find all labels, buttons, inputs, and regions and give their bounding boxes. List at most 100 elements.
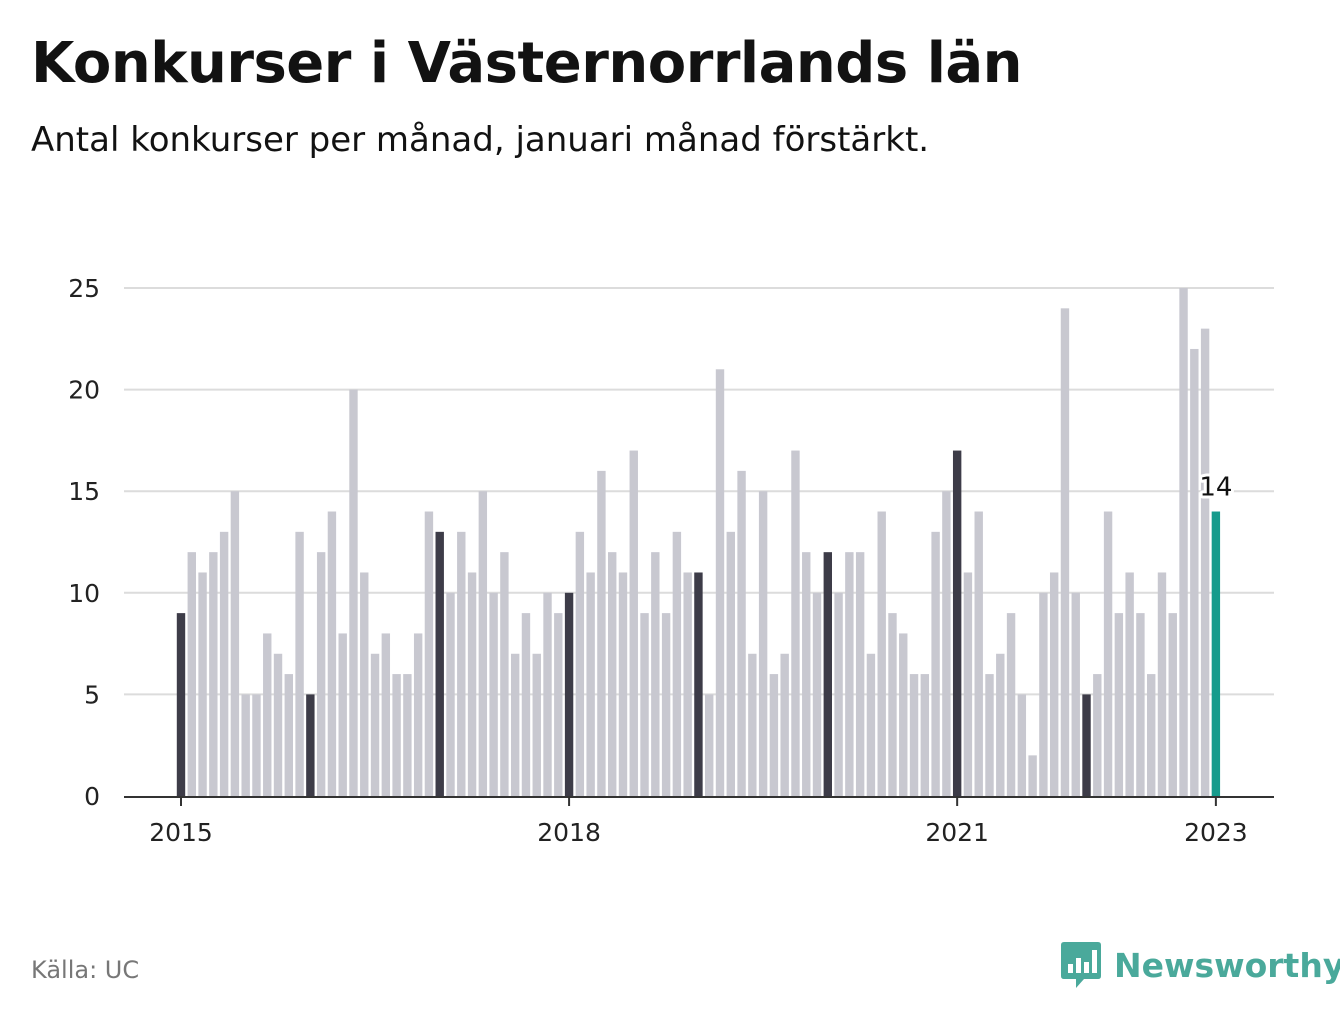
bar (349, 389, 358, 796)
bar (467, 572, 477, 796)
bar (1006, 613, 1016, 796)
bar (812, 592, 822, 796)
bar-january (952, 450, 962, 796)
bar (521, 613, 531, 796)
bar (1071, 592, 1080, 796)
bar (230, 491, 240, 796)
latest-value-label: 14 (1199, 473, 1232, 503)
bar (1060, 308, 1070, 796)
bar (618, 572, 628, 796)
bar-january (306, 694, 315, 796)
bar (586, 572, 595, 796)
bar (1049, 572, 1059, 796)
labels: 0 5 10 15 20 25 2015 2018 2021 2023 14 (68, 274, 1248, 847)
bar (554, 613, 563, 796)
x-tick-label-2018: 2018 (537, 818, 601, 847)
y-tick-label-25: 25 (68, 274, 100, 303)
bar (769, 674, 779, 796)
bar (726, 531, 735, 796)
bar (651, 552, 660, 796)
bar (198, 572, 207, 796)
chart-subtitle: Antal konkurser per månad, januari månad… (31, 120, 930, 160)
bar (974, 511, 983, 796)
bar (683, 572, 692, 796)
bar (241, 694, 250, 796)
bar (413, 633, 423, 796)
bar (457, 531, 466, 796)
bar-january (564, 592, 574, 796)
bar (748, 653, 757, 796)
bar (1168, 613, 1177, 796)
bar (381, 633, 391, 796)
brand-name: Newsworthy (1114, 945, 1340, 985)
chart-title: Konkurser i Västernorrlands län (31, 31, 1023, 96)
bar (899, 633, 908, 796)
bar (478, 491, 488, 796)
bar (1179, 288, 1188, 796)
bar (500, 552, 509, 796)
bar (996, 653, 1005, 796)
bar (963, 572, 973, 796)
bar (705, 694, 714, 796)
bar (780, 653, 789, 796)
newsworthy-logo-icon (1061, 942, 1101, 988)
bar (1039, 592, 1048, 796)
bar (219, 531, 229, 796)
bar (877, 511, 886, 796)
bar (640, 613, 649, 796)
bar (1125, 572, 1134, 796)
bar-january (176, 613, 186, 796)
bar (543, 592, 552, 796)
bar (920, 674, 930, 796)
bar (866, 653, 876, 796)
bar (392, 674, 401, 796)
bar (1136, 613, 1145, 796)
bar-january (823, 552, 832, 796)
bar (403, 674, 412, 796)
y-tick-label-5: 5 (84, 680, 100, 709)
bar (510, 653, 520, 796)
bar (263, 633, 272, 796)
bar (715, 369, 725, 796)
bar (931, 531, 940, 796)
bar (1114, 613, 1124, 796)
bar (370, 653, 380, 796)
bar (597, 470, 606, 796)
bar (985, 674, 994, 796)
bar-january (694, 572, 703, 796)
x-tick-label-2015: 2015 (149, 818, 213, 847)
bar (532, 653, 541, 796)
source-note: Källa: UC (31, 956, 140, 984)
bar (360, 572, 369, 796)
bar (888, 613, 897, 796)
bar (845, 552, 854, 796)
x-tick-label-2023: 2023 (1184, 818, 1248, 847)
bar (209, 552, 218, 796)
bar (1200, 328, 1210, 796)
bar-january (1082, 694, 1091, 796)
bar (758, 491, 768, 796)
bar (737, 470, 746, 796)
bar (661, 613, 671, 796)
bar (1147, 674, 1156, 796)
bar (942, 491, 951, 796)
bar (273, 653, 283, 796)
bar (1017, 694, 1027, 796)
bar (295, 531, 304, 796)
bar (1190, 348, 1199, 796)
bar (575, 531, 585, 796)
bar (187, 552, 196, 796)
bar (327, 511, 337, 796)
brand-logo[interactable]: Newsworthy (1060, 940, 1340, 990)
bar (1157, 572, 1167, 796)
axes (124, 796, 1274, 806)
bar (338, 633, 347, 796)
y-tick-label-15: 15 (68, 477, 100, 506)
bar (855, 552, 865, 796)
bar (1093, 674, 1102, 796)
bar (1103, 511, 1113, 796)
y-tick-label-10: 10 (68, 579, 100, 608)
bar (1028, 755, 1037, 796)
bar (791, 450, 800, 796)
bar (424, 511, 434, 796)
